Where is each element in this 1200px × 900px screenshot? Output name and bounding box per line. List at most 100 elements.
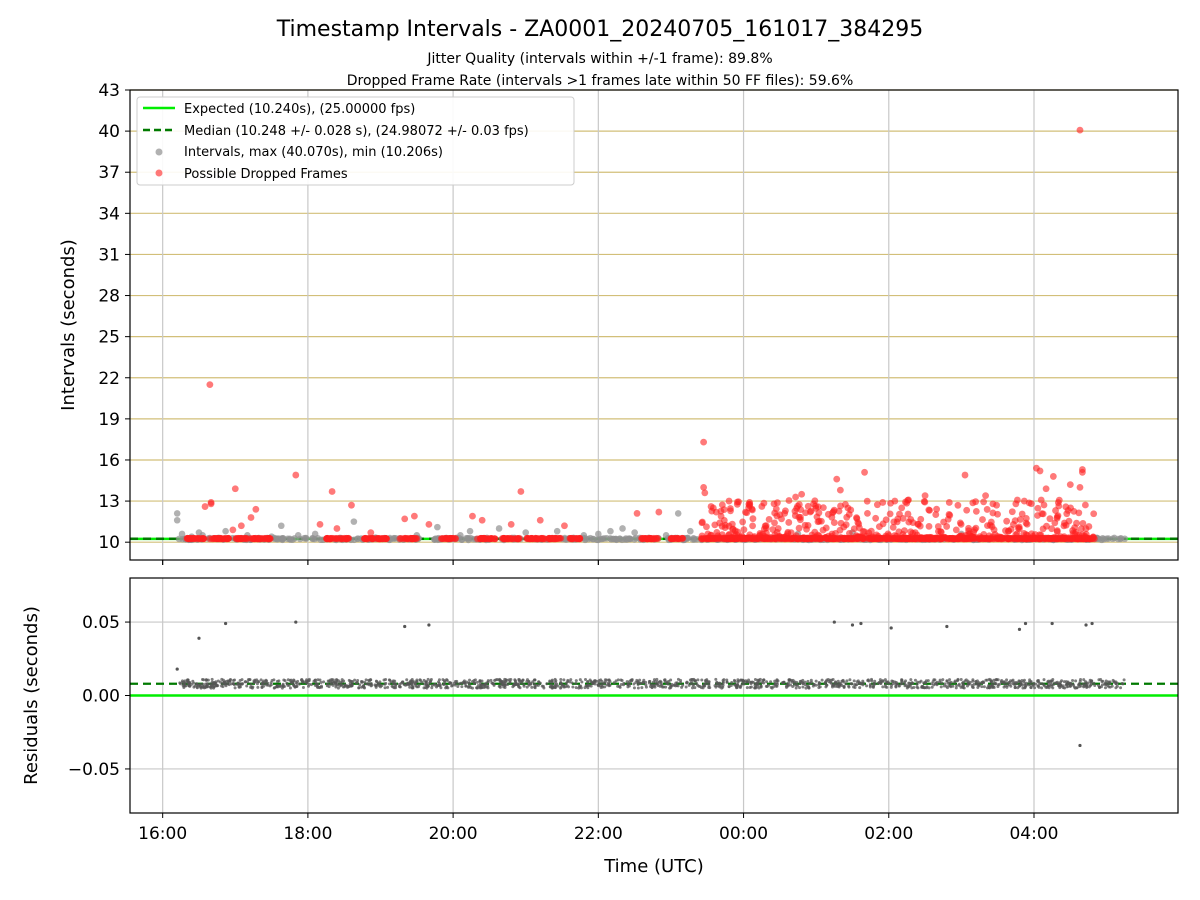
residual-point [393,679,397,683]
residual-point [1003,684,1007,688]
residual-point [208,685,212,689]
residual-point [1009,684,1013,688]
residual-point [1082,678,1086,682]
residual-point [663,680,667,684]
residual-point [1019,682,1023,686]
residual-point [275,684,279,688]
dropped-frame-point [898,504,906,512]
residual-point [859,621,863,626]
dropped-frame-point [396,535,404,543]
residual-point [375,680,379,684]
residual-point [825,683,829,687]
dropped-frame-point [1079,519,1087,527]
residual-point [294,620,298,624]
dropped-frame-point [777,533,784,541]
residual-point [525,685,529,689]
interval-point [553,527,561,535]
residual-point [788,683,792,687]
residual-point [957,682,961,686]
residual-point [1084,623,1088,627]
dropped-frame-point [527,535,535,543]
residual-point [962,686,966,690]
residual-point [803,680,807,684]
residual-point [598,684,602,688]
residual-point [720,686,724,690]
dropped-frame-point [982,492,989,499]
dropped-frame-point [1037,496,1045,504]
residual-point [1121,682,1125,686]
residual-point [437,683,441,687]
dropped-frame-point [1016,516,1024,523]
residual-point [659,682,663,686]
residual-point [774,684,778,688]
dropped-frame-point [720,506,728,513]
residual-point [301,680,305,684]
dropped-frame-point [1044,534,1052,542]
residual-point [292,683,296,687]
residual-point [525,680,529,684]
dropped-frame-point [873,534,881,542]
residual-point [256,685,260,689]
residual-point [669,686,673,690]
dropped-frame-point [401,534,409,542]
residual-point [640,686,644,690]
residual-point [579,686,583,690]
residual-point [288,686,292,690]
residual-point [699,686,703,690]
residual-point [754,685,758,689]
residual-point [982,685,986,689]
residual-point [713,684,717,688]
residual-point [628,680,632,684]
interval-point [1109,535,1116,543]
residual-point [187,684,191,688]
residual-point [301,685,305,689]
dropped-frame-point [988,533,996,541]
residual-point [405,678,409,682]
residual-point [603,685,607,689]
residual-point [941,678,945,682]
dropped-frame-point [667,535,675,543]
dropped-frame-point [369,535,377,543]
dropped-frame-point [963,506,971,514]
residual-point [517,684,521,688]
residual-point [1011,682,1015,686]
residual-point [642,678,646,682]
residual-point [1029,680,1033,684]
residual-point [650,686,654,690]
dropped-frame-point [1090,510,1098,518]
residual-point [667,679,671,683]
residual-point [619,682,623,686]
dropped-frame-point [932,534,940,542]
residual-point [883,678,887,682]
residual-point [603,678,607,682]
residual-point [1083,680,1087,684]
dropped-frame-point [1050,534,1058,542]
dropped-frame-point [853,515,861,523]
residual-point [586,680,590,684]
dropped-frame-point [191,535,199,543]
dropped-frame-point [501,535,509,543]
x-tick-label-18:00: 18:00 [283,824,332,844]
residual-point [739,678,743,682]
residual-point [1119,686,1123,690]
dropped-frame-point [1020,497,1028,505]
dropped-frame-point [733,498,741,506]
interval-point [613,536,620,544]
dropped-frame-point [749,515,757,523]
dropped-frame-point [443,534,450,542]
residual-point [387,682,391,686]
residual-point [532,682,536,686]
dropped-frame-point [868,533,876,541]
dropped-frame-point [867,527,875,535]
residual-point [595,679,599,683]
residual-point [926,679,930,683]
residual-point [1031,683,1035,687]
residual-point [780,681,784,685]
dropped-frame-point [507,520,515,528]
residual-point [309,683,313,687]
residual-point [930,685,934,689]
residual-y-tick-label: 0.00 [82,687,120,707]
residual-point [977,681,981,685]
residual-point [749,685,753,689]
residual-point [255,682,259,686]
